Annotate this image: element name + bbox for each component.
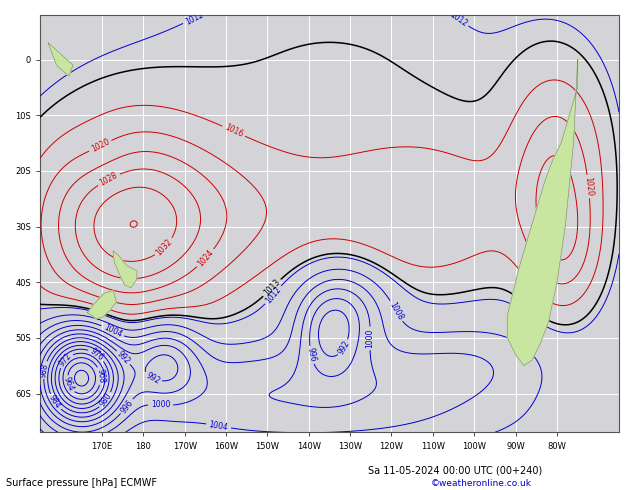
Text: 1028: 1028 — [98, 171, 119, 188]
Text: 964: 964 — [62, 376, 75, 393]
Text: 1012: 1012 — [264, 285, 283, 305]
Text: 1020: 1020 — [89, 137, 111, 154]
Text: 968: 968 — [95, 368, 106, 384]
Text: 988: 988 — [39, 362, 50, 378]
Text: 992: 992 — [337, 339, 352, 356]
Text: 1012: 1012 — [183, 10, 205, 26]
Polygon shape — [87, 291, 117, 318]
Text: 984: 984 — [47, 393, 63, 411]
Text: 996: 996 — [119, 398, 135, 415]
Text: 1004: 1004 — [102, 323, 124, 339]
Text: 976: 976 — [88, 346, 105, 363]
Text: ©weatheronline.co.uk: ©weatheronline.co.uk — [431, 479, 532, 488]
Text: 1032: 1032 — [155, 237, 174, 257]
Polygon shape — [113, 251, 137, 288]
Text: 996: 996 — [306, 347, 317, 363]
Text: 980: 980 — [98, 392, 114, 409]
Text: Sa 11-05-2024 00:00 UTC (00+240): Sa 11-05-2024 00:00 UTC (00+240) — [368, 466, 542, 475]
Polygon shape — [48, 43, 73, 76]
Text: 992: 992 — [115, 349, 132, 366]
Text: 1000: 1000 — [366, 329, 375, 348]
Text: 1013: 1013 — [262, 278, 282, 298]
Text: 1012: 1012 — [448, 10, 469, 28]
Text: 1000: 1000 — [151, 400, 171, 410]
Text: 1024: 1024 — [533, 214, 545, 235]
Text: 1016: 1016 — [223, 123, 244, 139]
Text: 972: 972 — [57, 352, 74, 368]
Text: 1008: 1008 — [387, 300, 404, 322]
Text: 1004: 1004 — [209, 420, 229, 432]
Text: Surface pressure [hPa] ECMWF: Surface pressure [hPa] ECMWF — [6, 478, 157, 488]
Text: 992: 992 — [144, 370, 161, 386]
Text: 1020: 1020 — [583, 176, 594, 196]
Polygon shape — [507, 59, 578, 366]
Text: 1024: 1024 — [196, 248, 216, 269]
